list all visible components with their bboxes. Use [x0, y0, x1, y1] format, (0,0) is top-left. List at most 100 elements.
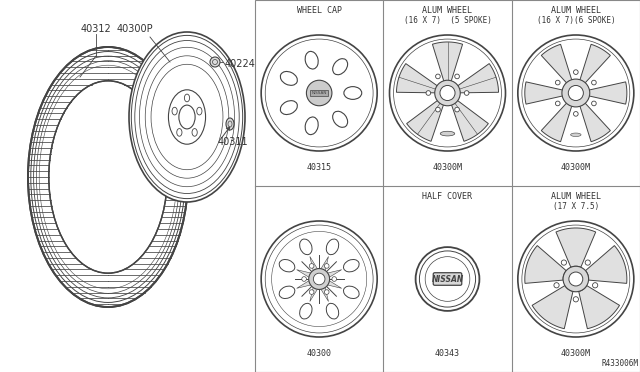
Circle shape	[440, 86, 455, 100]
Ellipse shape	[344, 286, 359, 298]
Polygon shape	[326, 270, 342, 278]
Text: 40312: 40312	[81, 24, 111, 34]
Circle shape	[324, 290, 329, 294]
Text: ALUM WHEEL: ALUM WHEEL	[551, 6, 601, 15]
Circle shape	[556, 101, 560, 106]
Text: 40300P: 40300P	[116, 24, 154, 34]
Ellipse shape	[280, 71, 298, 85]
Circle shape	[573, 70, 578, 74]
Circle shape	[518, 221, 634, 337]
Ellipse shape	[571, 133, 581, 137]
Circle shape	[302, 277, 307, 281]
Ellipse shape	[300, 303, 312, 319]
Circle shape	[426, 91, 431, 95]
Circle shape	[573, 112, 578, 116]
Ellipse shape	[28, 47, 188, 307]
Circle shape	[435, 80, 460, 106]
Polygon shape	[433, 42, 463, 82]
Ellipse shape	[280, 101, 298, 115]
Ellipse shape	[184, 94, 189, 102]
Polygon shape	[310, 286, 318, 301]
Text: R433006M: R433006M	[601, 359, 638, 368]
Circle shape	[518, 35, 634, 151]
Bar	[310, 90, 328, 96]
Ellipse shape	[226, 118, 234, 130]
Circle shape	[563, 266, 589, 292]
Circle shape	[573, 297, 579, 302]
Polygon shape	[541, 102, 572, 142]
Circle shape	[554, 283, 559, 288]
Polygon shape	[406, 100, 444, 141]
Text: NISSAN: NISSAN	[431, 275, 463, 283]
Polygon shape	[556, 228, 596, 267]
Ellipse shape	[177, 129, 182, 136]
Text: 40300M: 40300M	[561, 163, 591, 172]
Circle shape	[261, 35, 377, 151]
Circle shape	[585, 260, 590, 265]
Circle shape	[307, 80, 332, 106]
Text: 40224: 40224	[225, 59, 256, 69]
Polygon shape	[579, 286, 620, 329]
Circle shape	[569, 272, 583, 286]
Ellipse shape	[344, 87, 362, 99]
Bar	[255, 0, 640, 372]
Text: NISSAN: NISSAN	[312, 91, 327, 95]
Ellipse shape	[192, 129, 197, 136]
Text: ALUM WHEEL: ALUM WHEEL	[551, 192, 601, 201]
Circle shape	[415, 247, 479, 311]
Ellipse shape	[129, 32, 245, 202]
Polygon shape	[297, 270, 312, 278]
Circle shape	[593, 283, 598, 288]
Ellipse shape	[49, 81, 167, 273]
Text: (16 X 7)(6 SPOKE): (16 X 7)(6 SPOKE)	[536, 16, 615, 25]
Polygon shape	[541, 44, 572, 84]
Circle shape	[436, 74, 440, 79]
Polygon shape	[297, 280, 312, 288]
Circle shape	[568, 86, 584, 100]
FancyBboxPatch shape	[433, 273, 462, 285]
Circle shape	[465, 91, 469, 95]
Ellipse shape	[300, 239, 312, 255]
Text: 40343: 40343	[435, 349, 460, 358]
Ellipse shape	[326, 303, 339, 319]
Polygon shape	[396, 64, 438, 93]
Text: (16 X 7)  (5 SPOKE): (16 X 7) (5 SPOKE)	[404, 16, 492, 25]
Polygon shape	[588, 82, 627, 104]
Ellipse shape	[210, 57, 220, 67]
Text: 40300M: 40300M	[561, 349, 591, 358]
Ellipse shape	[179, 105, 195, 129]
Ellipse shape	[305, 51, 318, 69]
Polygon shape	[532, 286, 573, 329]
Text: HALF COVER: HALF COVER	[422, 192, 472, 201]
Ellipse shape	[326, 239, 339, 255]
Circle shape	[436, 107, 440, 112]
Ellipse shape	[279, 260, 295, 272]
Circle shape	[261, 221, 377, 337]
Circle shape	[556, 80, 560, 85]
Ellipse shape	[333, 111, 348, 127]
Circle shape	[591, 101, 596, 106]
Text: 40300: 40300	[307, 349, 332, 358]
Polygon shape	[525, 82, 563, 104]
Circle shape	[390, 35, 506, 151]
Circle shape	[324, 264, 329, 268]
Polygon shape	[326, 280, 342, 288]
Polygon shape	[586, 246, 627, 283]
Circle shape	[455, 74, 460, 79]
Ellipse shape	[440, 131, 455, 136]
Polygon shape	[320, 257, 328, 272]
Polygon shape	[320, 286, 328, 301]
Ellipse shape	[305, 117, 318, 135]
Polygon shape	[580, 44, 611, 84]
Text: 40300M: 40300M	[433, 163, 463, 172]
Circle shape	[309, 290, 314, 294]
Circle shape	[455, 107, 460, 112]
Circle shape	[314, 273, 325, 285]
Polygon shape	[525, 246, 566, 283]
Text: WHEEL CAP: WHEEL CAP	[297, 6, 342, 15]
Ellipse shape	[333, 59, 348, 75]
Circle shape	[308, 269, 330, 289]
Circle shape	[591, 80, 596, 85]
Circle shape	[332, 277, 337, 281]
Ellipse shape	[344, 260, 359, 272]
